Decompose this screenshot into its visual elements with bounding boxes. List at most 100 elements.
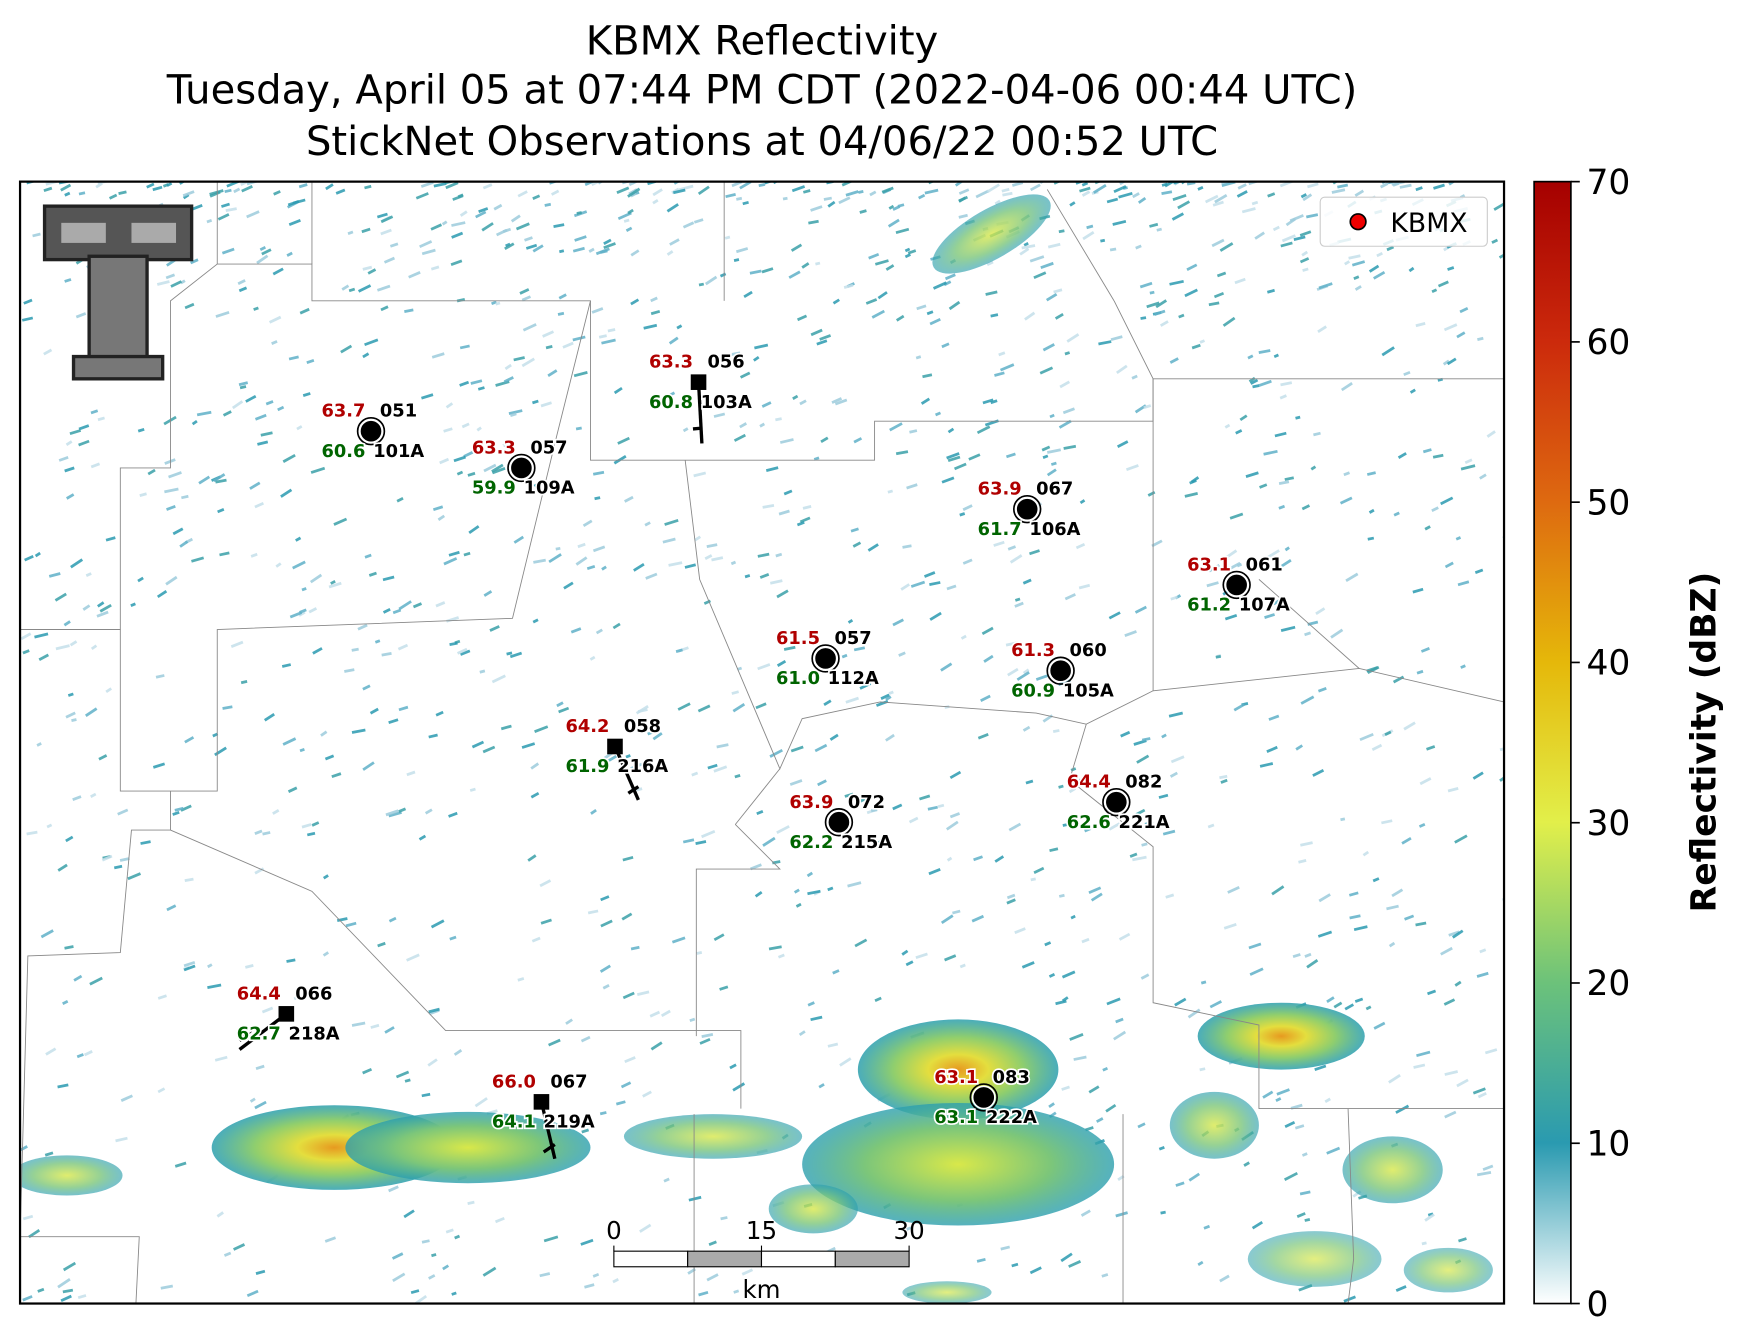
station-id: 221A [1119,812,1170,833]
pressure: 060 [1070,640,1107,661]
stations: 63.7 051 60.6 101A 63.3 057 59.9 109A 63.3 056 60.… [235,350,1292,1160]
temperature: 63.7 [321,401,365,422]
dewpoint: 60.6 [321,441,365,462]
station-marker [1104,790,1129,815]
temperature: 64.2 [565,716,609,737]
station-id: 101A [373,441,424,462]
station-marker [1224,572,1249,597]
temperature: 64.4 [237,983,281,1004]
legend-marker [1349,213,1367,231]
pressure: 067 [550,1071,587,1092]
station-marker [971,1085,996,1110]
scale-bar: 0 15 30 km [606,1216,925,1304]
colorbar-label: Reflectivity (dBZ) [1685,572,1725,913]
station-marker [278,1006,295,1022]
colorbar-tick-label: 30 [1586,804,1630,844]
station-id: 215A [841,832,892,853]
temperature: 63.9 [789,792,833,813]
pressure: 057 [530,437,567,458]
pressure: 083 [993,1067,1030,1088]
station-id: 218A [289,1023,340,1044]
pressure: 057 [834,628,871,649]
scale-tick-label: 0 [606,1216,622,1245]
colorbar-tick-label: 20 [1586,964,1630,1004]
pressure: 082 [1125,772,1162,793]
temperature: 61.5 [776,628,820,649]
station-marker [813,646,838,671]
county-lines [20,181,1505,1304]
scale-tick-label: 30 [894,1216,925,1245]
legend: KBMX [1319,196,1488,247]
colorbar-tick-label: 70 [1586,163,1630,203]
temperature: 63.3 [472,437,516,458]
pressure: 056 [707,352,744,373]
dewpoint: 60.9 [1011,680,1055,701]
wind-barb [627,785,640,795]
dewpoint: 62.7 [237,1023,281,1044]
wind-barb [692,426,703,431]
pressure: 061 [1246,554,1283,575]
station-marker [359,419,383,444]
wind-barb [238,1029,252,1042]
dewpoint: 61.2 [1187,595,1231,616]
station-id: 222A [986,1107,1037,1128]
dewpoint: 62.6 [1067,812,1111,833]
title-line: StickNet Observations at 04/06/22 00:52 … [306,119,1218,165]
station-id: 219A [544,1112,595,1133]
dewpoint: 61.9 [565,756,609,777]
station-id: 112A [828,668,879,689]
colorbar-tick-label: 60 [1586,323,1630,363]
temperature: 66.0 [492,1071,536,1092]
wind-barb [539,1101,557,1160]
station-id: 107A [1239,595,1290,616]
station-marker [1015,497,1040,522]
pressure: 067 [1036,479,1073,500]
station-marker [826,810,851,835]
temperature: 63.9 [978,479,1022,500]
station-id: 109A [524,478,575,499]
colorbar-tick-label: 40 [1586,644,1630,684]
map-area: 63.7 051 60.6 101A 63.3 057 59.9 109A 63.3 056 60.… [20,181,1505,1304]
legend-label: KBMX [1390,208,1467,239]
dewpoint: 61.0 [776,668,820,689]
wind-barb [696,382,704,444]
logo [42,204,194,381]
dewpoint: 59.9 [472,478,516,499]
station-marker [533,1094,550,1110]
title-line: Tuesday, April 05 at 07:44 PM CDT (2022-… [166,68,1358,114]
temperature: 64.4 [1067,772,1111,793]
dewpoint: 63.1 [934,1107,978,1128]
wind-barb [542,1143,556,1154]
colorbar-tick-label: 0 [1586,1285,1608,1325]
pressure: 051 [380,401,417,422]
dewpoint: 60.8 [649,392,693,413]
temperature: 61.3 [1011,640,1055,661]
dewpoint: 61.7 [978,519,1022,540]
station-marker [509,455,534,480]
colorbar: Reflectivity (dBZ) 0 10 20 30 40 50 60 70 [1533,163,1725,1325]
station-id: 106A [1029,519,1080,540]
temperature: 63.1 [934,1067,978,1088]
station-id: 216A [617,756,668,777]
station-id: 105A [1063,680,1114,701]
temperature: 63.1 [1187,554,1231,575]
radar-echoes [20,194,1493,1304]
dewpoint: 64.1 [492,1112,536,1133]
pressure: 066 [295,983,332,1004]
map-frame [18,180,1506,1305]
title-line: KBMX Reflectivity [586,19,938,65]
station-marker [607,738,623,755]
station-marker [690,374,707,390]
temperature: 63.3 [649,352,693,373]
colorbar-tick-label: 10 [1586,1125,1630,1165]
scale-unit: km [742,1275,780,1304]
pressure: 058 [624,716,661,737]
dewpoint: 62.2 [789,832,833,853]
station-id: 103A [701,392,752,413]
pressure: 072 [848,792,885,813]
scale-tick-label: 15 [746,1216,777,1245]
station-marker [1048,658,1073,683]
colorbar-tick-label: 50 [1586,483,1630,523]
